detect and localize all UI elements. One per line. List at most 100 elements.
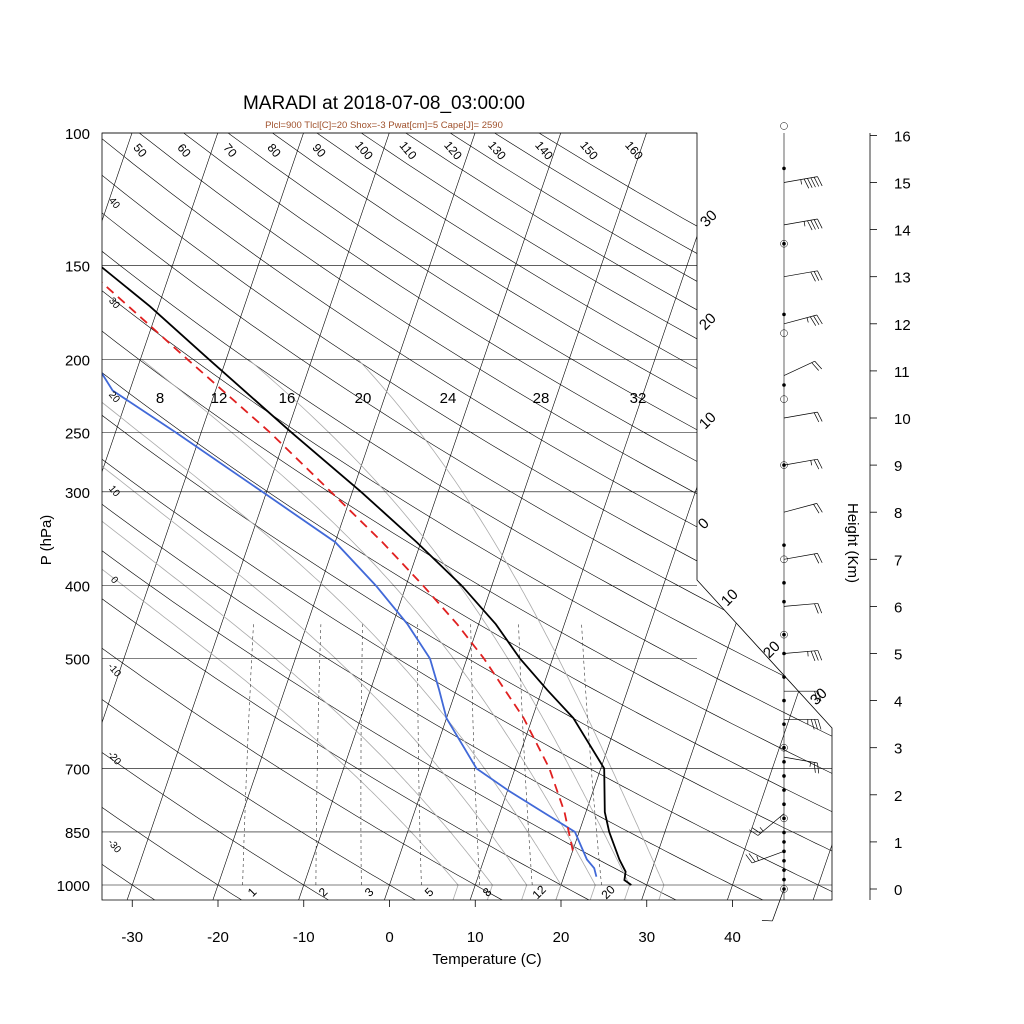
wind-barb [814, 603, 819, 614]
dry-adiabat-label: 90 [309, 141, 329, 160]
wind-barb [783, 314, 817, 325]
isobars [102, 132, 832, 886]
wind-barb [813, 459, 820, 470]
sounding-profiles [102, 148, 632, 886]
height-dot [782, 581, 786, 585]
height-dot [782, 383, 786, 387]
isotherm-label: 20 [106, 390, 122, 406]
dry-adiabat [225, 133, 832, 900]
isotherm-label: 20 [760, 638, 784, 662]
dew-point-line [102, 148, 598, 877]
height-dot [782, 877, 786, 882]
wind-barb [810, 719, 815, 730]
dry-adiabat [102, 133, 832, 900]
wind-barb [817, 719, 822, 730]
dry-adiabat-label: 60 [174, 141, 194, 160]
height-dot [782, 816, 786, 821]
wind-barb [757, 813, 785, 836]
moist-adiabat-label: 12 [211, 390, 228, 407]
wind-barb [813, 412, 820, 423]
wind-barb [813, 271, 820, 281]
isotherm-label: -30 [105, 837, 123, 855]
pressure-tick-label: 200 [65, 352, 90, 369]
dry-adiabat [102, 133, 832, 900]
wind-barb [783, 503, 817, 513]
temperature-tick-label: 10 [467, 929, 484, 946]
height-dot [782, 698, 786, 703]
temperature-tick-label: 0 [385, 929, 393, 946]
height-tick-label: 15 [894, 176, 911, 193]
dry-adiabat [102, 133, 765, 900]
wind-barb [807, 178, 813, 188]
wind-barb [810, 220, 816, 230]
mixing-ratio-line [417, 624, 422, 886]
height-tick-label: 8 [894, 505, 902, 522]
wind-barb [813, 553, 820, 564]
isotherm-line [212, 133, 488, 900]
pressure-axis: 100 150 200 250 300 400 500 700 850 1000 [57, 126, 90, 895]
height-dot [782, 675, 786, 679]
mixing-ratio-label: 1 [245, 885, 260, 900]
wind-barb [748, 853, 756, 862]
wind-barb [814, 650, 819, 661]
pressure-tick-label: 700 [65, 762, 90, 779]
wind-barb [817, 270, 823, 281]
height-dot [782, 745, 786, 750]
height-tick-label: 4 [894, 694, 902, 711]
wind-barb [783, 553, 818, 560]
dry-adiabat-label: 150 [577, 138, 601, 163]
height-circle [780, 395, 788, 403]
wind-barb [813, 762, 816, 773]
wind-barb [783, 270, 818, 278]
wind-barb [814, 691, 818, 702]
dry-adiabat [102, 133, 832, 900]
height-tick-label: 5 [894, 647, 902, 664]
height-circle [780, 555, 788, 564]
isotherm-line [102, 133, 316, 900]
wind-barb [817, 411, 823, 422]
wind-barb [783, 411, 818, 419]
pressure-tick-label: 500 [65, 652, 90, 669]
moist-adiabat [102, 359, 528, 900]
background-lines [102, 133, 832, 900]
wind-barb [811, 362, 819, 371]
wind-barb [749, 829, 759, 836]
moist-adiabat-label: 32 [630, 390, 647, 407]
moist-adiabat-label: 20 [355, 390, 372, 407]
moist-adiabat [102, 359, 493, 900]
isotherm-label: 0 [108, 575, 120, 587]
mixing-ratio-label: 2 [316, 885, 331, 900]
wind-barb [817, 553, 823, 563]
height-tick-label: 3 [894, 741, 902, 758]
height-tick-label: 14 [894, 223, 911, 240]
isotherm-label: 40 [106, 196, 122, 212]
wind-barb [783, 218, 818, 226]
chart-subtitle: Plcl=900 Tlcl[C]=20 Shox=-3 Pwat[cm]=5 C… [265, 120, 503, 131]
plot-frame [101, 132, 833, 901]
pressure-tick-label: 100 [65, 126, 90, 143]
isotherm-line [641, 133, 832, 900]
mixing-ratio-label: 8 [480, 885, 495, 900]
moist-adiabat [248, 359, 631, 900]
wind-barb [761, 919, 773, 922]
wind-barb [783, 756, 818, 764]
mixing-ratio-line [315, 624, 322, 885]
x-axis-title: Temperature (C) [432, 951, 541, 968]
isotherm-label: 20 [696, 310, 720, 334]
isotherm-line [383, 133, 659, 900]
mixing-ratio-line [360, 624, 363, 885]
height-dot [782, 722, 786, 726]
wind-barb [807, 220, 813, 231]
dry-adiabat [102, 133, 244, 900]
wind-barb [813, 504, 820, 514]
wind-barb [810, 650, 816, 661]
dry-adiabat [102, 133, 418, 900]
temperature-tick-label: -30 [121, 929, 143, 946]
wind-barb [783, 360, 815, 376]
moist-adiabat-label: 28 [533, 390, 550, 407]
dry-adiabat [102, 133, 505, 900]
isotherm-label: -10 [105, 661, 123, 679]
dry-adiabat-label: 50 [130, 141, 150, 160]
height-dot [782, 802, 786, 807]
